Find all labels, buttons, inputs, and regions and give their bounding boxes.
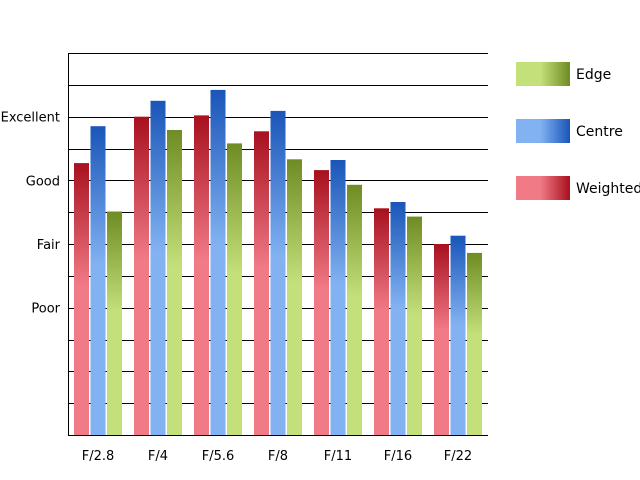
bar-edge-f-11: [347, 184, 362, 435]
bar-edge-f-22: [467, 252, 482, 435]
x-tick-label-f-5-6: F/5.6: [202, 449, 235, 464]
bar-edge-f-8: [287, 159, 302, 436]
bar-centre-f-22: [450, 235, 466, 435]
bar-centre-f-2-8: [90, 126, 106, 435]
bar-weighted-f-11: [314, 170, 329, 435]
bar-centre-f-11: [330, 160, 346, 435]
legend-label-edge: Edge: [576, 67, 611, 83]
x-tick-label-f-2-8: F/2.8: [82, 449, 115, 464]
bar-edge-f-16: [407, 216, 422, 435]
bar-weighted-f-16: [374, 208, 389, 435]
bar-weighted-f-8: [254, 131, 269, 436]
legend-label-centre: Centre: [576, 124, 623, 140]
bar-edge-f-5-6: [227, 143, 242, 435]
x-tick-labels: F/2.8 F/4 F/5.6 F/8 F/11 F/16 F/22: [82, 449, 472, 464]
bar-centre-f-4: [150, 100, 166, 436]
y-tick-label-poor: Poor: [31, 302, 60, 317]
bar-edge-f-2-8: [107, 211, 122, 435]
bar-weighted-f-4: [134, 116, 149, 435]
x-tick-label-f-11: F/11: [324, 449, 352, 464]
y-tick-label-excellent: Excellent: [1, 111, 60, 126]
axes: [68, 53, 488, 436]
bar-edge-f-4: [167, 130, 182, 435]
y-tick-label-fair: Fair: [37, 238, 61, 253]
bar-weighted-f-5-6: [194, 115, 209, 436]
bars: [74, 89, 482, 436]
x-tick-label-f-8: F/8: [268, 449, 288, 464]
bar-weighted-f-2-8: [74, 163, 89, 435]
y-tick-label-good: Good: [26, 174, 60, 189]
x-tick-label-f-22: F/22: [444, 449, 472, 464]
legend: Edge Centre Weighted: [516, 62, 640, 200]
bar-weighted-f-22: [434, 244, 449, 435]
bar-centre-f-16: [390, 202, 406, 435]
bar-centre-f-8: [270, 110, 286, 436]
legend-swatch-centre: [516, 119, 570, 143]
legend-swatch-weighted: [516, 176, 570, 200]
y-tick-labels: Poor Fair Good Excellent: [1, 111, 61, 317]
legend-label-weighted: Weighted: [576, 181, 640, 197]
x-tick-label-f-4: F/4: [148, 449, 168, 464]
legend-swatch-edge: [516, 62, 570, 86]
x-tick-label-f-16: F/16: [384, 449, 412, 464]
bar-centre-f-5-6: [210, 89, 226, 436]
